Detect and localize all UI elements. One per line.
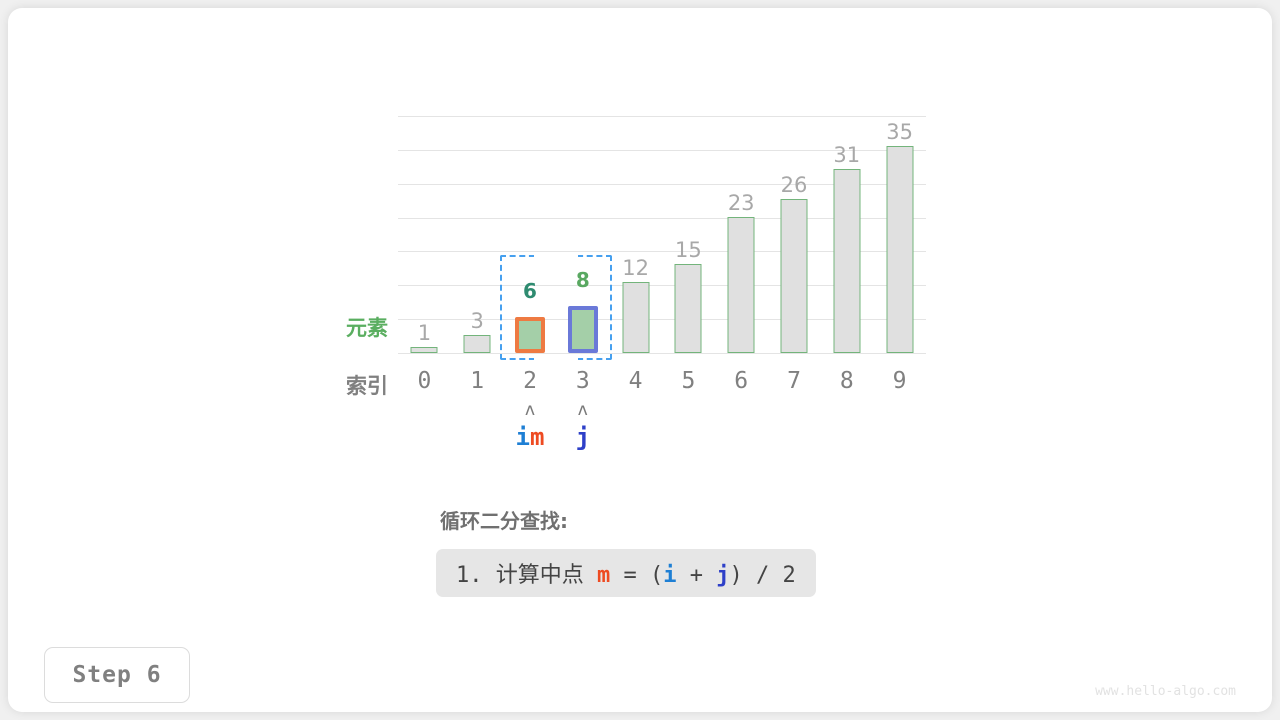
gridline <box>398 116 926 117</box>
formula-m: m <box>596 563 611 588</box>
caret-icon: ʌ <box>577 400 588 420</box>
index-label-0: 0 <box>417 368 432 394</box>
bar-slot: 1 <box>398 116 451 353</box>
formula-prefix: 1. 计算中点 <box>456 563 597 588</box>
caret-icon: ʌ <box>524 400 536 420</box>
bar-slot: 8 <box>556 116 609 353</box>
bar <box>463 335 491 353</box>
index-label-9: 9 <box>892 368 907 394</box>
index-label-1: 1 <box>470 368 485 394</box>
formula-box: 1. 计算中点 m = (i + j) / 2 <box>436 549 816 597</box>
gridline <box>398 184 926 185</box>
bar-slot: 31 <box>820 116 873 353</box>
formula-j: j <box>716 563 730 588</box>
pointer-j: j <box>575 423 591 451</box>
formula-plus: + <box>676 563 717 588</box>
watermark: www.hello-algo.com <box>1095 684 1236 699</box>
step-badge: Step 6 <box>44 647 190 703</box>
bar <box>727 217 755 353</box>
element-row-label: 元素 <box>346 316 388 340</box>
bar-value-label: 15 <box>675 238 702 262</box>
index-label-6: 6 <box>734 368 749 394</box>
gridline <box>398 251 926 252</box>
bar-slot: 23 <box>715 116 768 353</box>
bar-value-label: 35 <box>886 120 913 144</box>
gridline <box>398 218 926 219</box>
search-range-bracket <box>500 253 612 362</box>
bar-chart: 1 3 6 8 12 15 23 26 31 35 <box>398 116 926 354</box>
pointer-row: ʌ im ʌ j <box>398 402 926 462</box>
bar-slot: 3 <box>451 116 504 353</box>
index-label-7: 7 <box>787 368 801 394</box>
bar-value-label: 31 <box>833 143 861 167</box>
formula-suffix: ) / 2 <box>729 563 796 588</box>
bar <box>410 347 438 353</box>
bar-value-label: 3 <box>470 309 484 333</box>
bar-slot: 15 <box>662 116 715 353</box>
index-row-label: 索引 <box>346 374 388 398</box>
pointer-names: im <box>504 422 557 452</box>
bracket-top-gap <box>534 253 578 259</box>
index-label-5: 5 <box>681 368 696 394</box>
formula-i: i <box>663 563 677 588</box>
bar-slot: 26 <box>768 116 821 353</box>
pointer-i: i <box>515 423 530 451</box>
bar-slot: 35 <box>873 116 926 353</box>
gridline <box>398 150 926 151</box>
bar-highlighted <box>514 317 545 353</box>
bar-value-label: 23 <box>727 191 755 215</box>
bar-highlighted <box>567 306 598 353</box>
gridline <box>398 285 926 286</box>
bar-slot: 12 <box>609 116 662 353</box>
bar-slot: 6 <box>504 116 557 353</box>
bar-value-label: 1 <box>417 321 432 345</box>
pointer-names: j <box>556 422 609 452</box>
gridline <box>398 319 926 320</box>
gridline <box>398 353 926 354</box>
bar <box>833 169 861 353</box>
bar-value-label: 6 <box>523 279 537 303</box>
caption-heading: 循环二分查找: <box>440 509 568 533</box>
bar-value-label: 12 <box>622 256 649 280</box>
bar <box>780 199 808 353</box>
pointer-cell-2: ʌ im <box>504 402 557 452</box>
index-label-4: 4 <box>628 368 643 394</box>
bar <box>622 282 650 353</box>
bar <box>674 264 702 353</box>
index-label-2: 2 <box>523 368 537 394</box>
index-label-8: 8 <box>839 368 854 394</box>
bracket-bottom-gap <box>534 356 578 362</box>
bar-value-label: 26 <box>780 173 808 197</box>
formula-eq: = ( <box>610 563 664 588</box>
bar <box>886 146 914 353</box>
index-axis: 0 1 2 3 4 5 6 7 8 9 <box>398 368 926 400</box>
index-label-3: 3 <box>575 368 590 394</box>
pointer-m: m <box>529 423 545 451</box>
bar-value-label: 8 <box>575 268 590 292</box>
